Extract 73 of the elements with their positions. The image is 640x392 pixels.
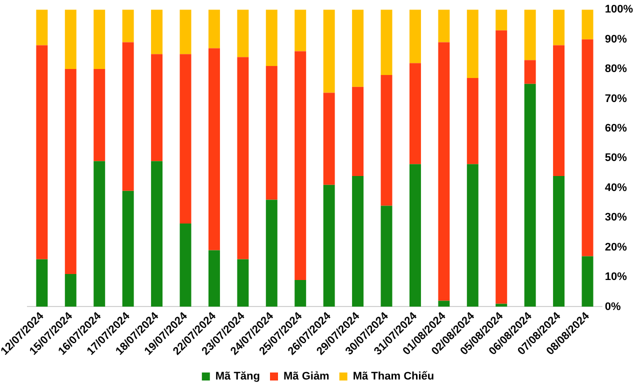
bar: [553, 45, 565, 176]
y-tick-label: 10%: [604, 271, 628, 284]
bar: [237, 259, 249, 307]
bar: [180, 224, 192, 307]
y-tick-label: 0%: [604, 300, 621, 313]
bar: [266, 10, 278, 66]
bar: [180, 10, 192, 54]
bar: [380, 10, 392, 75]
bar: [122, 10, 134, 42]
bar: [294, 51, 306, 280]
bar: [64, 10, 76, 70]
bar: [352, 176, 364, 307]
bar: [36, 259, 48, 307]
bar: [208, 48, 220, 250]
bar: [466, 164, 478, 307]
bar: [438, 300, 450, 307]
bar: [266, 200, 278, 307]
bar: [524, 10, 536, 60]
y-tick-label: 20%: [604, 241, 628, 254]
bar: [553, 10, 565, 46]
bar: [323, 10, 335, 93]
bar: [380, 206, 392, 307]
bar: [94, 69, 106, 162]
bar: [352, 86, 364, 176]
bar: [466, 10, 478, 78]
legend-label: Mã Tham Chiếu: [352, 370, 434, 383]
bar: [36, 10, 48, 46]
bar: [323, 184, 335, 307]
bar: [524, 84, 536, 307]
bar: [380, 74, 392, 206]
y-tick-label: 40%: [604, 182, 628, 194]
bar: [237, 10, 249, 58]
bar: [122, 190, 134, 307]
bar: [36, 45, 48, 260]
bar: [409, 10, 421, 64]
bar: [438, 10, 450, 42]
bar: [180, 54, 192, 224]
bar: [266, 66, 278, 200]
bar: [208, 10, 220, 48]
y-tick-label: 80%: [604, 63, 628, 76]
bar: [64, 69, 76, 274]
bar: [466, 78, 478, 164]
bar: [352, 10, 364, 87]
y-tick-label: 50%: [604, 152, 628, 164]
bar: [94, 10, 106, 70]
bar: [496, 10, 508, 30]
bar: [151, 161, 163, 307]
bar: [524, 60, 536, 84]
bar: [94, 161, 106, 307]
bar: [582, 256, 594, 307]
legend-label: Mã Tăng: [215, 370, 260, 383]
bar: [64, 274, 76, 307]
bar: [122, 42, 134, 191]
bar: [151, 10, 163, 54]
y-tick-label: 70%: [604, 92, 628, 105]
bar: [208, 250, 220, 307]
y-tick-label: 90%: [604, 33, 628, 46]
bar: [409, 63, 421, 164]
y-tick-label: 30%: [604, 212, 628, 224]
bar: [409, 164, 421, 307]
bar: [496, 30, 508, 304]
bar: [438, 42, 450, 301]
bar: [151, 54, 163, 162]
bar: [323, 92, 335, 185]
bar: [582, 39, 594, 256]
bar: [294, 280, 306, 307]
y-tick-label: 60%: [604, 122, 628, 134]
bar: [553, 176, 565, 307]
bar: [294, 10, 306, 52]
bar: [582, 10, 594, 40]
bar: [237, 57, 249, 260]
legend-label: Mã Giảm: [283, 370, 330, 383]
y-tick-label: 100%: [604, 4, 634, 16]
